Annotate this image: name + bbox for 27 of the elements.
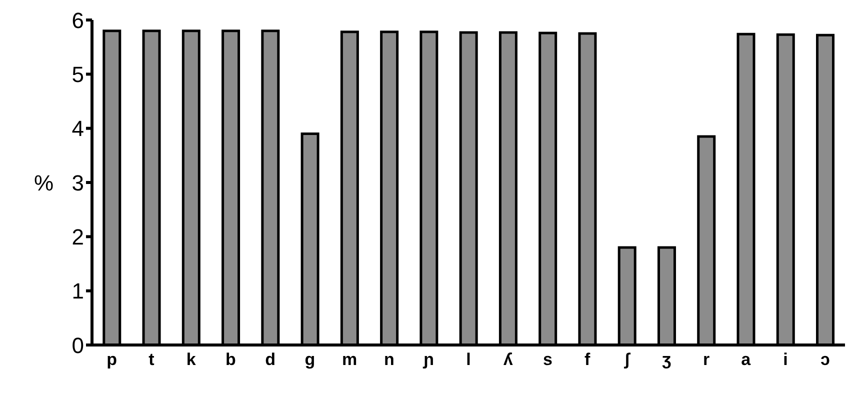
y-tick-label: 5: [72, 62, 84, 87]
x-tick-label: ɔ: [820, 350, 830, 370]
x-tick-label: b: [226, 350, 236, 370]
x-tick-label: r: [702, 350, 710, 370]
y-tick-label: 2: [72, 224, 84, 250]
x-tick-label: ʎ: [503, 350, 514, 370]
x-tick-label: s: [543, 350, 552, 370]
x-tick-label: l: [466, 350, 471, 370]
x-tick-label: d: [265, 350, 276, 370]
x-tick-label: i: [783, 350, 788, 370]
x-tick-label: ɲ: [422, 350, 434, 370]
x-tick-label: m: [342, 350, 358, 370]
x-tick-label: g: [304, 350, 316, 370]
x-tick-label: ʒ: [662, 350, 672, 370]
y-tick-label: 3: [72, 170, 84, 196]
y-tick-label: 1: [72, 278, 84, 304]
x-tick-label: t: [148, 350, 155, 370]
y-tick-label: 6: [72, 8, 84, 33]
y-tick-label: 0: [72, 332, 84, 358]
x-tick-label: ʃ: [623, 350, 632, 370]
x-tick-label: a: [741, 350, 752, 370]
y-tick-label: 4: [72, 116, 84, 142]
x-tick-label: n: [384, 350, 394, 370]
x-tick-label: f: [584, 350, 591, 370]
x-tick-label: k: [186, 350, 196, 370]
x-tick-label: p: [106, 350, 118, 370]
y-axis-title: %: [34, 170, 54, 196]
